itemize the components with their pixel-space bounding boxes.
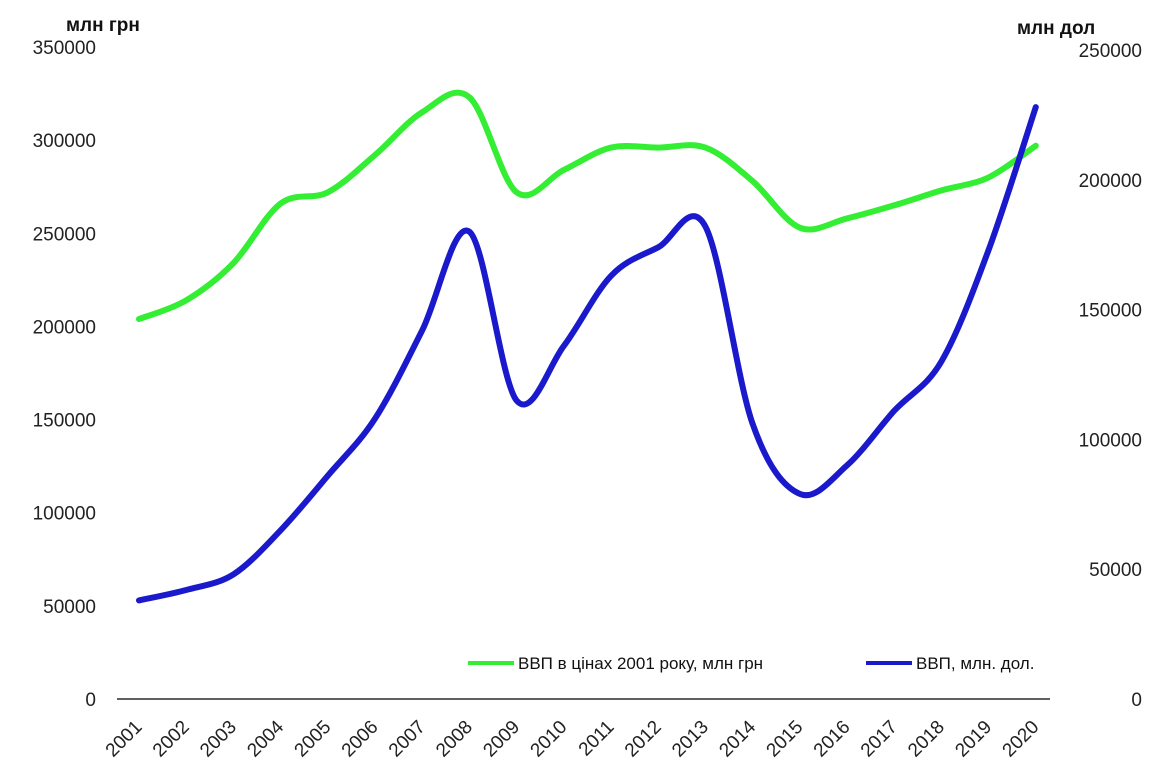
x-tick-label: 2008 bbox=[432, 717, 477, 762]
x-tick-label: 2012 bbox=[621, 717, 666, 762]
x-tick-label: 2019 bbox=[951, 717, 996, 762]
x-tick-label: 2017 bbox=[857, 717, 902, 762]
series-lines bbox=[136, 89, 1039, 604]
legend-label: ВВП, млн. дол. bbox=[916, 654, 1034, 673]
x-tick-label: 2005 bbox=[291, 717, 336, 762]
left-y-tick-label: 50000 bbox=[43, 597, 96, 618]
gdp-usd-line bbox=[136, 104, 1039, 604]
gdp-uah-2001-prices-line bbox=[136, 89, 1039, 322]
x-tick-label: 2011 bbox=[575, 717, 619, 761]
legend: ВВП в цінах 2001 року, млн грн ВВП, млн. … bbox=[468, 654, 1034, 673]
x-tick-label: 2007 bbox=[385, 717, 430, 762]
right-y-tick-label: 150000 bbox=[1079, 301, 1142, 322]
x-tick-label: 2010 bbox=[527, 717, 572, 762]
right-y-tick-label: 0 bbox=[1131, 690, 1142, 711]
right-y-tick-label: 200000 bbox=[1079, 171, 1142, 192]
left-y-tick-label: 0 bbox=[85, 690, 96, 711]
x-tick-label: 2020 bbox=[999, 717, 1044, 762]
x-tick-label: 2013 bbox=[668, 717, 713, 762]
left-axis-unit-label: млн грн bbox=[66, 15, 140, 36]
legend-label: ВВП в цінах 2001 року, млн грн bbox=[518, 654, 763, 673]
x-tick-label: 2002 bbox=[149, 717, 194, 762]
x-tick-label: 2003 bbox=[196, 717, 241, 762]
x-tick-label: 2018 bbox=[904, 717, 949, 762]
x-tick-label: 2015 bbox=[763, 717, 808, 762]
left-y-tick-label: 200000 bbox=[33, 317, 96, 338]
left-y-tick-label: 350000 bbox=[33, 38, 96, 59]
left-y-axis: 0 50000 100000 150000 200000 250000 300000 3500… bbox=[33, 38, 96, 711]
x-axis: 2001 2002 2003 2004 2005 2006 2007 2008 2009 2010… bbox=[102, 716, 1044, 761]
right-axis-unit-label: млн дол bbox=[1017, 18, 1096, 39]
x-tick-label: 2016 bbox=[810, 717, 855, 762]
x-tick-label: 2009 bbox=[479, 717, 524, 762]
x-tick-label: 2001 bbox=[102, 717, 147, 762]
left-y-tick-label: 300000 bbox=[33, 131, 96, 152]
x-tick-label: 2014 bbox=[715, 716, 760, 761]
right-y-axis: 0 50000 100000 150000 200000 250000 bbox=[1079, 41, 1142, 711]
x-tick-label: 2004 bbox=[243, 716, 288, 761]
right-y-tick-label: 250000 bbox=[1079, 41, 1142, 62]
x-tick-label: 2006 bbox=[338, 717, 383, 762]
right-y-tick-label: 100000 bbox=[1079, 430, 1142, 451]
left-y-tick-label: 250000 bbox=[33, 224, 96, 245]
left-y-tick-label: 100000 bbox=[33, 504, 96, 525]
right-y-tick-label: 50000 bbox=[1089, 560, 1142, 581]
left-y-tick-label: 150000 bbox=[33, 411, 96, 432]
